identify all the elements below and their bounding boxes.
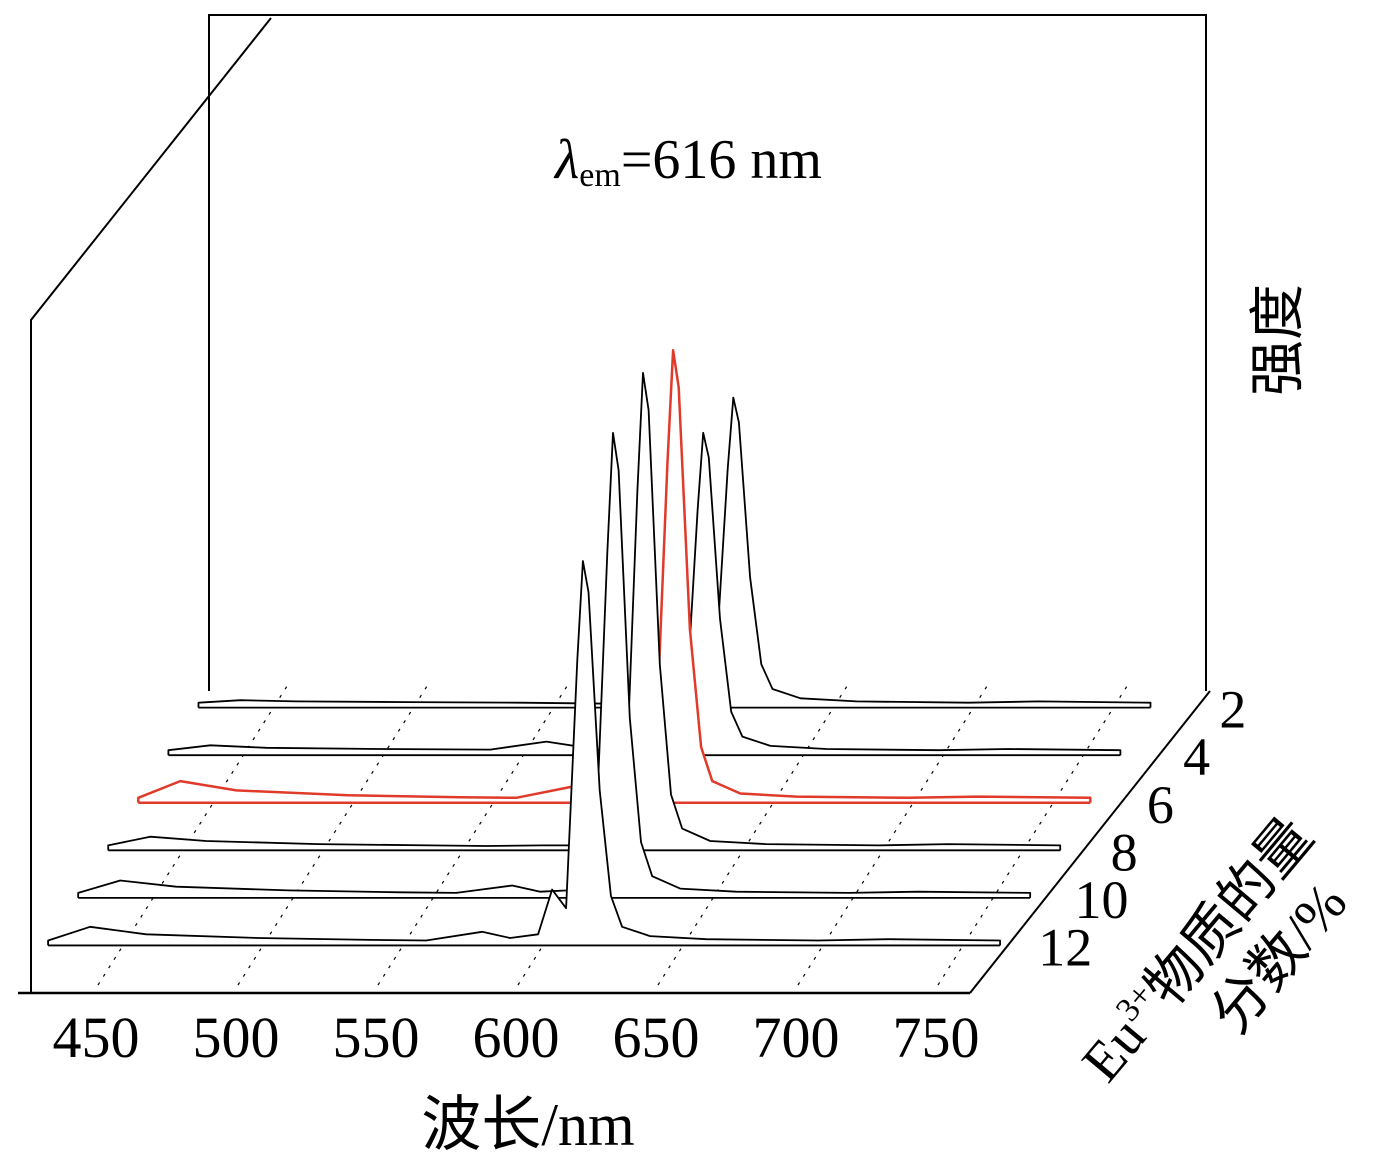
x-tick-label-450: 450	[53, 1005, 140, 1070]
back-wall	[208, 14, 1207, 691]
series-line-4	[167, 431, 1122, 756]
chart-title: λem=616 nm	[553, 129, 822, 194]
z-tick-label-4: 4	[1183, 727, 1210, 787]
z-tick-label-2: 2	[1219, 680, 1246, 740]
title-symbol: λ	[553, 129, 579, 191]
plot-frame	[18, 14, 1211, 995]
spectra-group	[47, 348, 1152, 947]
series-10	[77, 432, 1032, 899]
series-line-10	[77, 432, 1032, 898]
z-tick-label-10: 10	[1074, 870, 1128, 930]
left-wall	[30, 17, 272, 993]
title-rest: =616 nm	[621, 129, 822, 191]
series-line-12	[47, 560, 1001, 946]
x-axis-label: 波长/nm	[421, 1092, 634, 1157]
series-12	[47, 560, 1001, 947]
z-tick-label-8: 8	[1111, 822, 1138, 882]
x-tick-label-600: 600	[473, 1005, 560, 1070]
series-line-2	[197, 396, 1152, 708]
z-axis-line	[969, 690, 1211, 994]
x-tick-label-750: 750	[893, 1005, 980, 1070]
series-line-8	[107, 372, 1062, 851]
x-tick-label-500: 500	[193, 1005, 280, 1070]
series-line-6	[137, 348, 1092, 803]
title-subscript: em	[579, 157, 621, 194]
z-tick-label-12: 12	[1038, 917, 1092, 977]
series-fill-10	[78, 432, 1031, 898]
z-tick-label-6: 6	[1147, 775, 1174, 835]
x-tick-label-550: 550	[333, 1005, 420, 1070]
y-axis-label: 强度	[1248, 284, 1310, 396]
x-tick-labels: 450 500 550 600 650 700 750	[53, 1005, 980, 1070]
x-tick-label-700: 700	[753, 1005, 840, 1070]
x-tick-label-650: 650	[613, 1005, 700, 1070]
